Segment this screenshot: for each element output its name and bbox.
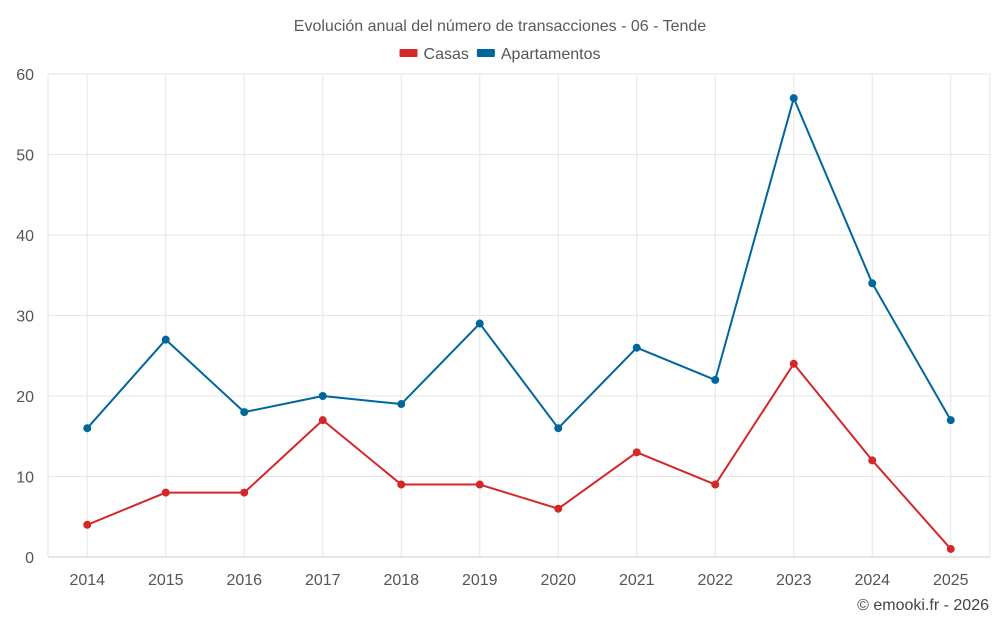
grid (47, 73, 991, 558)
data-point-apartamentos[interactable] (946, 416, 955, 425)
y-tick-label: 0 (25, 550, 34, 567)
x-tick-label: 2024 (854, 572, 890, 589)
legend: Casas Apartamentos (399, 46, 601, 63)
x-tick-label: 2019 (462, 572, 498, 589)
data-point-apartamentos[interactable] (711, 375, 720, 384)
data-point-casas[interactable] (318, 416, 327, 425)
y-tick-label: 40 (16, 228, 34, 245)
x-tick-label: 2025 (933, 572, 969, 589)
data-point-apartamentos[interactable] (397, 400, 406, 409)
y-tick-label: 60 (16, 67, 34, 84)
copyright-text: © emooki.fr - 2026 (857, 597, 989, 614)
y-tick-label: 30 (16, 309, 34, 326)
series-line-apartamentos (86, 97, 952, 430)
x-tick-label: 2014 (69, 572, 105, 589)
x-tick-label: 2021 (619, 572, 655, 589)
legend-item-apartamentos[interactable]: Apartamentos (476, 46, 601, 63)
x-tick-label: 2017 (305, 572, 341, 589)
data-point-casas[interactable] (632, 448, 641, 457)
legend-swatch (399, 49, 418, 57)
data-point-apartamentos[interactable] (554, 424, 563, 433)
data-point-casas[interactable] (83, 520, 92, 529)
data-point-casas[interactable] (161, 488, 170, 497)
data-point-apartamentos[interactable] (240, 408, 249, 417)
data-point-apartamentos[interactable] (83, 424, 92, 433)
legend-label: Casas (424, 46, 469, 63)
data-point-casas[interactable] (711, 480, 720, 489)
data-point-apartamentos[interactable] (318, 392, 327, 400)
legend-item-casas[interactable]: Casas (399, 46, 469, 63)
y-tick-label: 10 (16, 470, 34, 487)
legend-label: Apartamentos (501, 46, 601, 63)
chart-title: Evolución anual del número de transaccio… (294, 18, 707, 35)
data-point-casas[interactable] (946, 544, 955, 553)
x-tick-label: 2022 (697, 572, 733, 589)
y-axis: 0 10 20 30 40 50 60 (16, 67, 34, 567)
data-point-apartamentos[interactable] (632, 343, 641, 352)
series-group (83, 94, 955, 553)
x-tick-label: 2016 (226, 572, 262, 589)
data-point-casas[interactable] (789, 359, 798, 368)
data-point-apartamentos[interactable] (868, 279, 877, 288)
data-point-apartamentos[interactable] (789, 94, 798, 103)
y-tick-label: 20 (16, 389, 34, 406)
data-point-apartamentos[interactable] (475, 319, 484, 328)
data-point-casas[interactable] (554, 504, 563, 513)
x-tick-label: 2015 (148, 572, 184, 589)
data-point-casas[interactable] (475, 480, 484, 489)
data-point-apartamentos[interactable] (161, 335, 170, 344)
x-tick-label: 2020 (540, 572, 576, 589)
data-point-casas[interactable] (397, 480, 406, 489)
y-tick-label: 50 (16, 148, 34, 165)
data-point-casas[interactable] (240, 488, 249, 497)
legend-swatch (476, 49, 495, 57)
data-point-casas[interactable] (868, 456, 877, 465)
x-tick-label: 2023 (776, 572, 812, 589)
series-line-casas (86, 362, 952, 550)
x-axis: 2014 2015 2016 2017 2018 2019 2020 2021 2022 2023… (69, 572, 968, 589)
x-tick-label: 2018 (383, 572, 419, 589)
